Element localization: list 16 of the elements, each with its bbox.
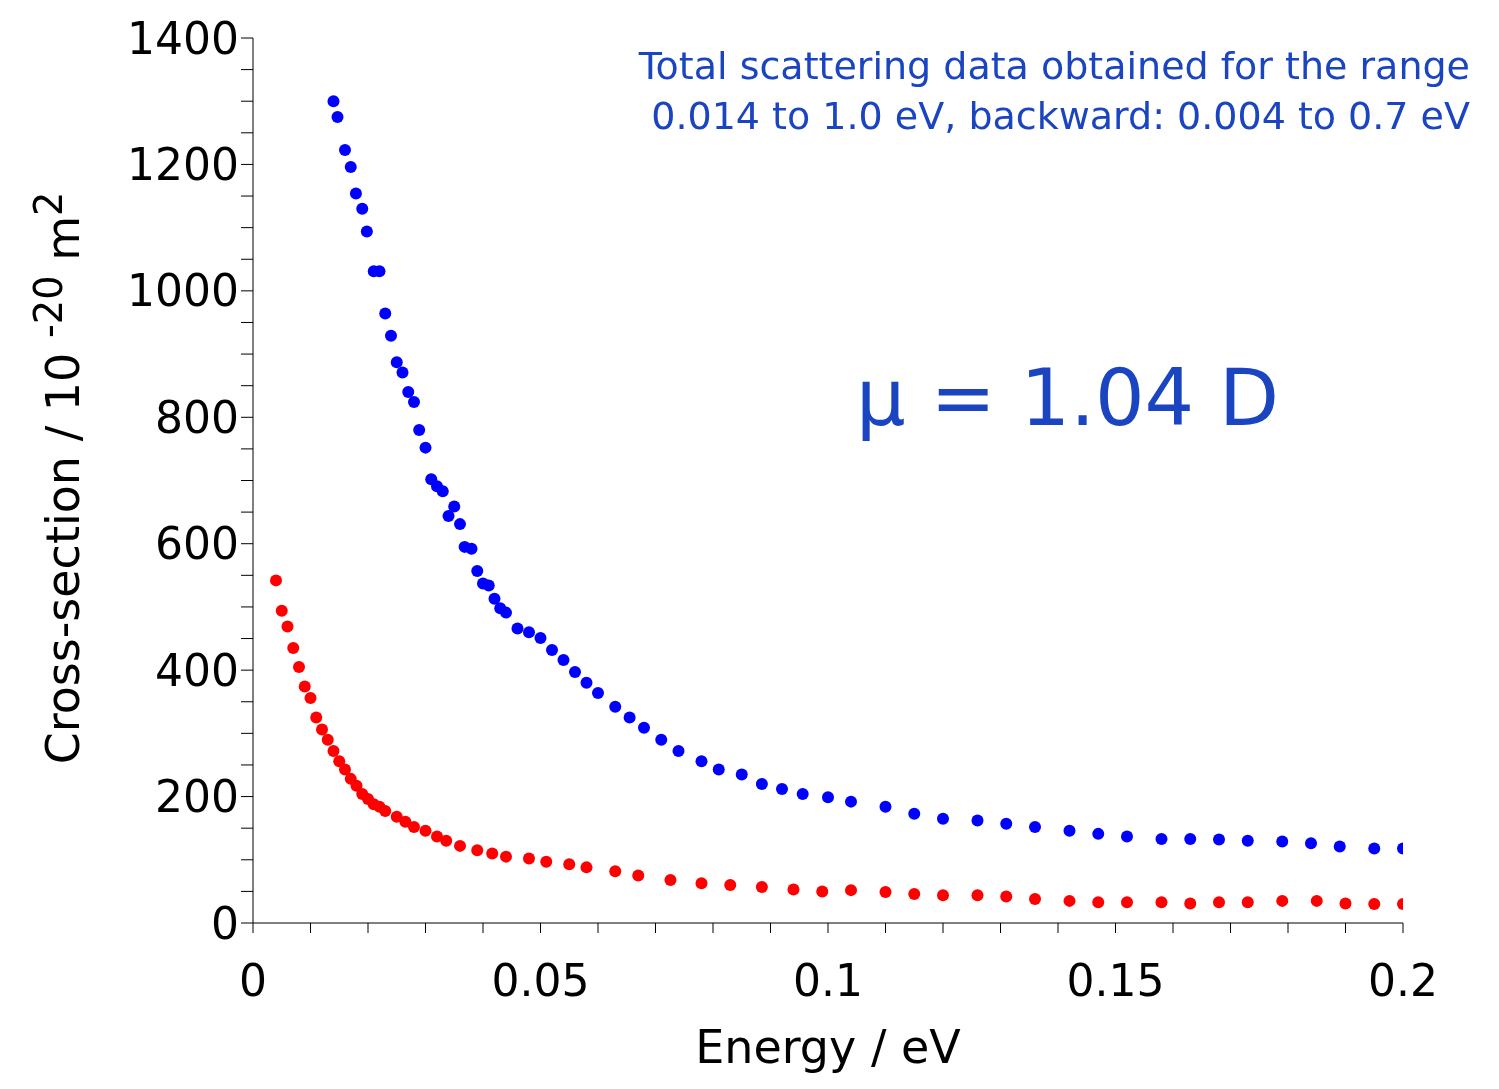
annotation: 0.014 to 1.0 eV, backward: 0.004 to 0.7 eV: [651, 94, 1470, 138]
y-tick-label: 400: [155, 644, 239, 696]
annotation: μ = 1.04 D: [856, 353, 1280, 443]
y-tick-label: 800: [155, 391, 239, 443]
y-tick-label: 600: [155, 518, 239, 570]
x-tick-label: 0.1: [793, 955, 863, 1007]
annotation: Total scattering data obtained for the range: [638, 44, 1470, 88]
x-tick-label: 0.2: [1368, 955, 1438, 1007]
x-tick-label: 0.05: [491, 955, 590, 1007]
y-tick-label: 1400: [127, 12, 239, 64]
y-tick-label: 1200: [127, 139, 239, 191]
y-tick-label: 200: [155, 771, 239, 823]
x-axis-title: Energy / eV: [695, 1020, 962, 1074]
y-tick-label: 0: [211, 897, 239, 949]
y-tick-label: 1000: [127, 265, 239, 317]
x-tick-label: 0.15: [1066, 955, 1165, 1007]
